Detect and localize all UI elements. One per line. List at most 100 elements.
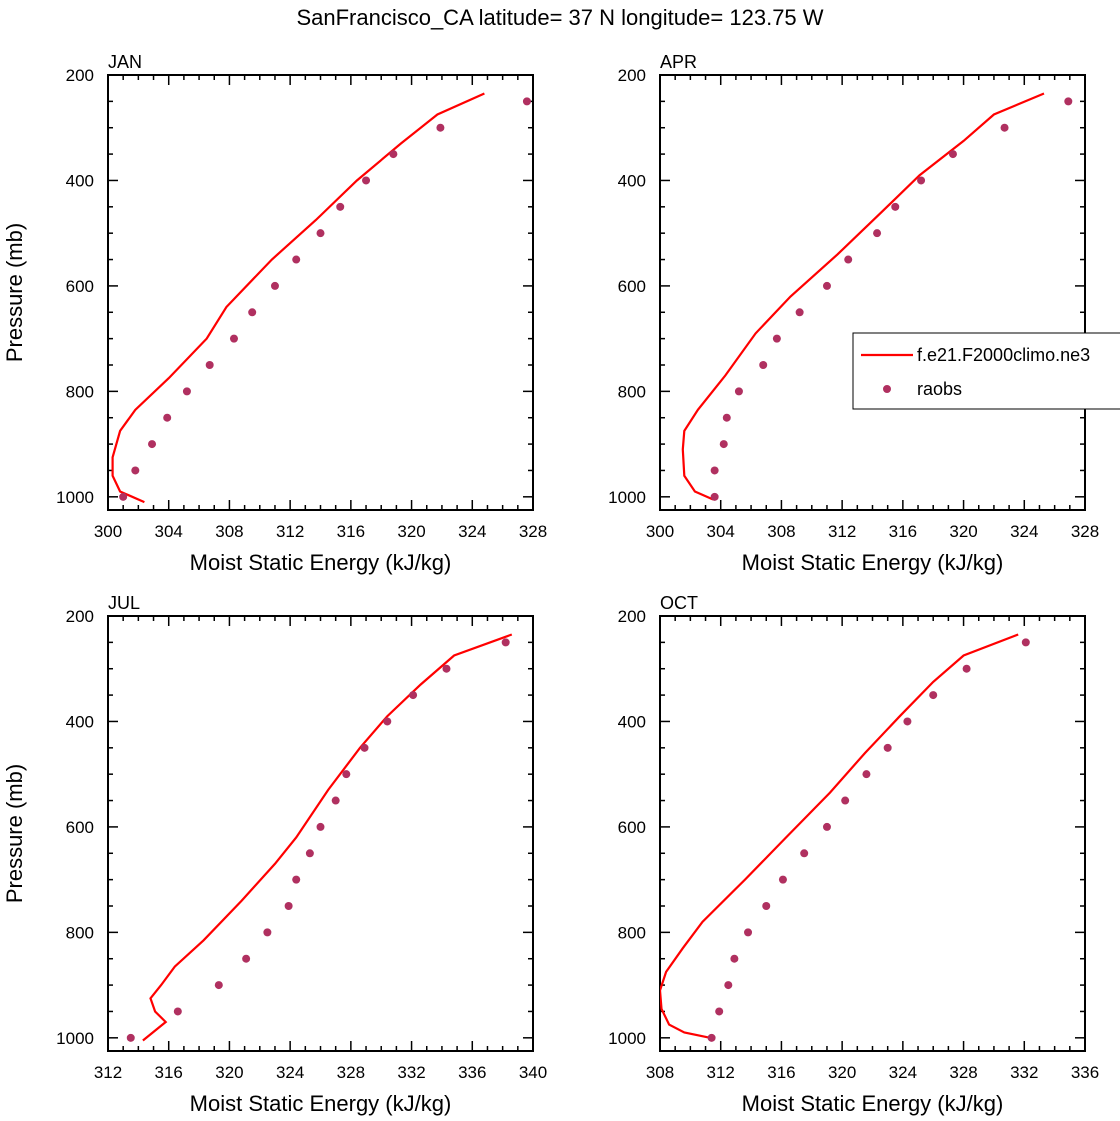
x-tick-label: 312 bbox=[707, 1063, 735, 1082]
x-tick-label: 320 bbox=[949, 522, 977, 541]
raobs-point bbox=[800, 849, 809, 858]
y-tick-label: 1000 bbox=[56, 488, 94, 507]
panel-label: JUL bbox=[108, 593, 140, 613]
figure-title: SanFrancisco_CA latitude= 37 N longitude… bbox=[296, 5, 823, 30]
x-tick-label: 316 bbox=[767, 1063, 795, 1082]
raobs-point bbox=[778, 875, 787, 884]
x-tick-label: 332 bbox=[1010, 1063, 1038, 1082]
y-tick-label: 200 bbox=[618, 66, 646, 85]
x-tick-label: 328 bbox=[337, 1063, 365, 1082]
x-tick-label: 316 bbox=[889, 522, 917, 541]
x-axis-label: Moist Static Energy (kJ/kg) bbox=[742, 550, 1004, 575]
y-tick-label: 600 bbox=[618, 277, 646, 296]
x-tick-label: 304 bbox=[707, 522, 735, 541]
x-tick-label: 300 bbox=[646, 522, 674, 541]
x-tick-label: 312 bbox=[94, 1063, 122, 1082]
raobs-point bbox=[917, 176, 926, 185]
raobs-point bbox=[292, 875, 301, 884]
raobs-point bbox=[501, 638, 510, 647]
raobs-point bbox=[242, 954, 251, 963]
panel-label: OCT bbox=[660, 593, 698, 613]
x-tick-label: 328 bbox=[1071, 522, 1099, 541]
raobs-point bbox=[722, 413, 731, 422]
raobs-point bbox=[1064, 97, 1073, 106]
model-profile-line bbox=[111, 92, 485, 504]
plot-frame bbox=[659, 615, 1086, 1052]
raobs-point bbox=[715, 1007, 724, 1016]
raobs-point bbox=[710, 492, 719, 501]
raobs-point bbox=[409, 691, 418, 700]
raobs-point bbox=[883, 743, 892, 752]
legend-obs-label: raobs bbox=[917, 379, 962, 399]
raobs-point bbox=[762, 902, 771, 910]
x-tick-label: 328 bbox=[949, 1063, 977, 1082]
raobs-point bbox=[292, 255, 301, 264]
x-tick-label: 316 bbox=[155, 1063, 183, 1082]
x-tick-label: 308 bbox=[215, 522, 243, 541]
raobs-point bbox=[173, 1007, 182, 1016]
raobs-point bbox=[1000, 123, 1009, 132]
raobs-point bbox=[841, 796, 850, 805]
legend: f.e21.F2000climo.ne3 raobs bbox=[852, 332, 1120, 410]
raobs-point bbox=[948, 150, 957, 159]
x-axis-label: Moist Static Energy (kJ/kg) bbox=[190, 1091, 452, 1116]
raobs-point bbox=[744, 928, 753, 937]
legend-box bbox=[852, 332, 1120, 410]
x-axis-label: Moist Static Energy (kJ/kg) bbox=[742, 1091, 1004, 1116]
y-tick-label: 600 bbox=[618, 818, 646, 837]
raobs-point bbox=[903, 717, 912, 726]
y-tick-label: 400 bbox=[66, 171, 94, 190]
raobs-point bbox=[119, 492, 128, 501]
y-tick-label: 600 bbox=[66, 818, 94, 837]
y-tick-label: 1000 bbox=[608, 488, 646, 507]
x-tick-label: 332 bbox=[397, 1063, 425, 1082]
y-tick-label: 200 bbox=[66, 607, 94, 626]
y-tick-label: 200 bbox=[66, 66, 94, 85]
raobs-point bbox=[389, 150, 398, 159]
y-tick-label: 400 bbox=[66, 712, 94, 731]
x-tick-label: 308 bbox=[646, 1063, 674, 1082]
x-tick-label: 312 bbox=[828, 522, 856, 541]
y-axis-label: Pressure (mb) bbox=[2, 764, 27, 903]
y-tick-label: 600 bbox=[66, 277, 94, 296]
raobs-point bbox=[730, 954, 739, 963]
y-tick-label: 800 bbox=[618, 923, 646, 942]
raobs-point bbox=[383, 717, 392, 726]
raobs-point bbox=[305, 849, 314, 858]
x-tick-label: 328 bbox=[519, 522, 547, 541]
y-tick-label: 200 bbox=[618, 607, 646, 626]
raobs-point bbox=[270, 281, 279, 290]
panels: 300 304 308 312 316 320 324 328 200 400 600 800 1000… bbox=[2, 52, 1099, 1116]
x-tick-label: 320 bbox=[397, 522, 425, 541]
model-profile-line bbox=[660, 633, 1019, 1039]
raobs-point bbox=[522, 97, 531, 106]
x-tick-label: 340 bbox=[519, 1063, 547, 1082]
x-tick-label: 308 bbox=[767, 522, 795, 541]
x-tick-label: 336 bbox=[458, 1063, 486, 1082]
raobs-point bbox=[360, 743, 369, 752]
raobs-point bbox=[710, 466, 719, 475]
panel-jan: 300 304 308 312 316 320 324 328 200 400 600 800 1000… bbox=[2, 52, 547, 575]
x-tick-label: 324 bbox=[458, 522, 486, 541]
raobs-point bbox=[822, 822, 831, 831]
panel-jul: 312 316 320 324 328 332 336 340 200 400 600 800 1000… bbox=[2, 593, 547, 1116]
raobs-point bbox=[126, 1033, 135, 1042]
raobs-point bbox=[795, 308, 804, 317]
panel-label: APR bbox=[660, 52, 697, 72]
x-tick-label: 324 bbox=[889, 1063, 917, 1082]
raobs-point bbox=[929, 691, 938, 700]
raobs-point bbox=[873, 229, 882, 238]
raobs-point bbox=[263, 928, 272, 937]
x-tick-label: 320 bbox=[828, 1063, 856, 1082]
x-tick-label: 324 bbox=[1010, 522, 1038, 541]
raobs-point bbox=[442, 664, 451, 673]
x-tick-label: 312 bbox=[276, 522, 304, 541]
x-tick-label: 336 bbox=[1071, 1063, 1099, 1082]
raobs-point bbox=[436, 123, 445, 132]
panel-label: JAN bbox=[108, 52, 142, 72]
raobs-point bbox=[336, 202, 345, 211]
raobs-point bbox=[248, 308, 257, 317]
raobs-point bbox=[214, 981, 223, 990]
raobs-point bbox=[362, 176, 371, 185]
